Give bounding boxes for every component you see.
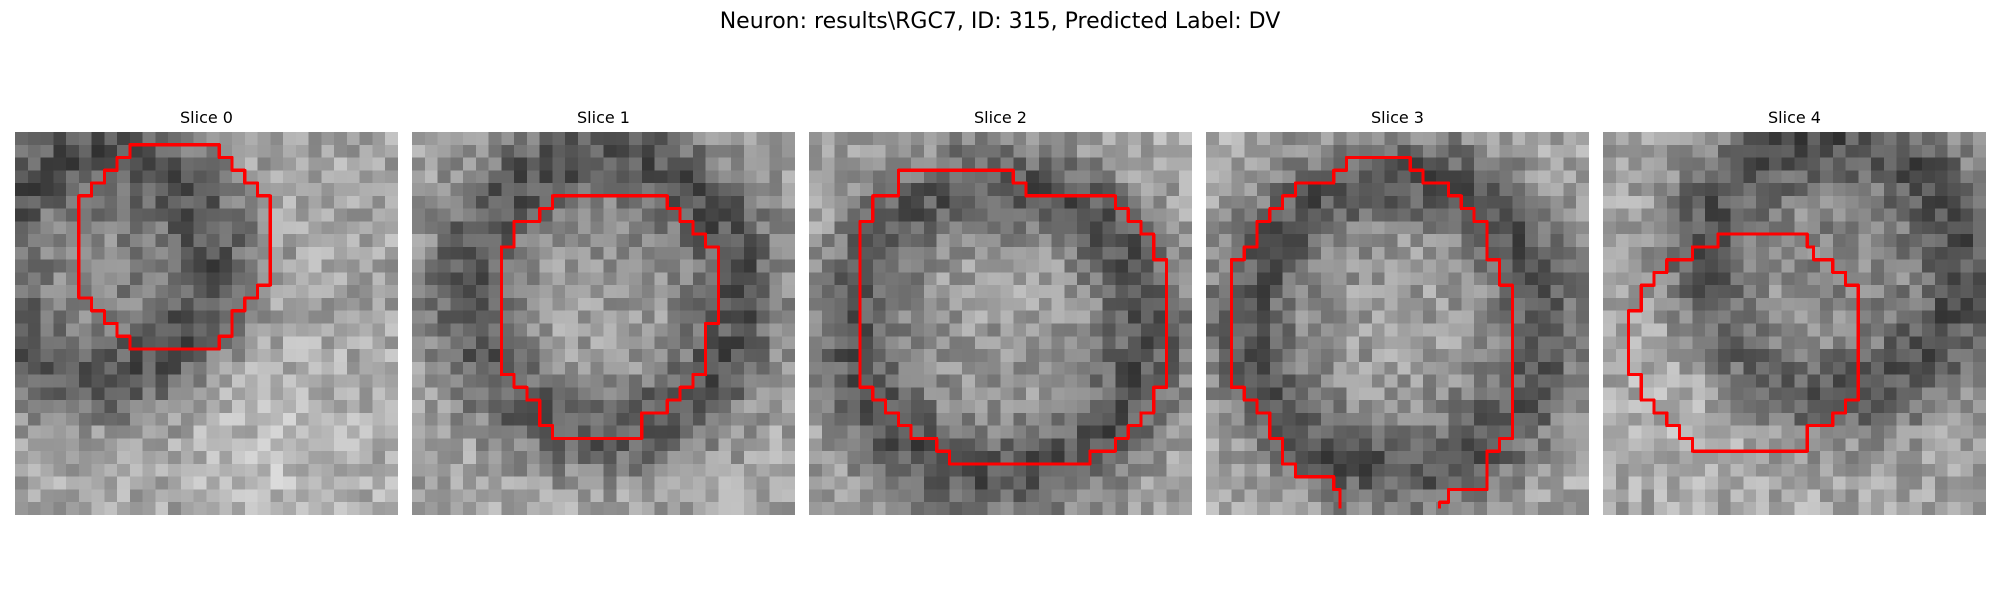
slice-title-2: Slice 2	[974, 108, 1027, 127]
slice-panel-1: Slice 1	[412, 108, 795, 515]
slice-image-0	[15, 132, 398, 515]
pixel-grid-3	[1206, 132, 1589, 515]
slice-image-2	[809, 132, 1192, 515]
pixel-grid-0	[15, 132, 398, 515]
pixel-grid-4	[1603, 132, 1986, 515]
slice-image-4	[1603, 132, 1986, 515]
slice-panel-0: Slice 0	[15, 108, 398, 515]
pixel-grid-1	[412, 132, 795, 515]
slice-title-3: Slice 3	[1371, 108, 1424, 127]
slice-image-3	[1206, 132, 1589, 515]
figure-title: Neuron: results\RGC7, ID: 315, Predicted…	[719, 9, 1281, 34]
slice-panel-3: Slice 3	[1206, 108, 1589, 515]
cell-contour-0	[77, 143, 272, 351]
cell-contour-3	[1229, 155, 1514, 509]
slice-panel-4: Slice 4	[1603, 108, 1986, 515]
cell-contour-1	[499, 194, 720, 440]
slice-title-0: Slice 0	[180, 108, 233, 127]
slice-image-1	[412, 132, 795, 515]
cell-contour-2	[858, 168, 1169, 466]
slice-title-4: Slice 4	[1768, 108, 1821, 127]
slice-title-1: Slice 1	[577, 108, 630, 127]
slice-panel-2: Slice 2	[809, 108, 1192, 515]
cell-contour-4	[1626, 232, 1860, 453]
pixel-grid-2	[809, 132, 1192, 515]
